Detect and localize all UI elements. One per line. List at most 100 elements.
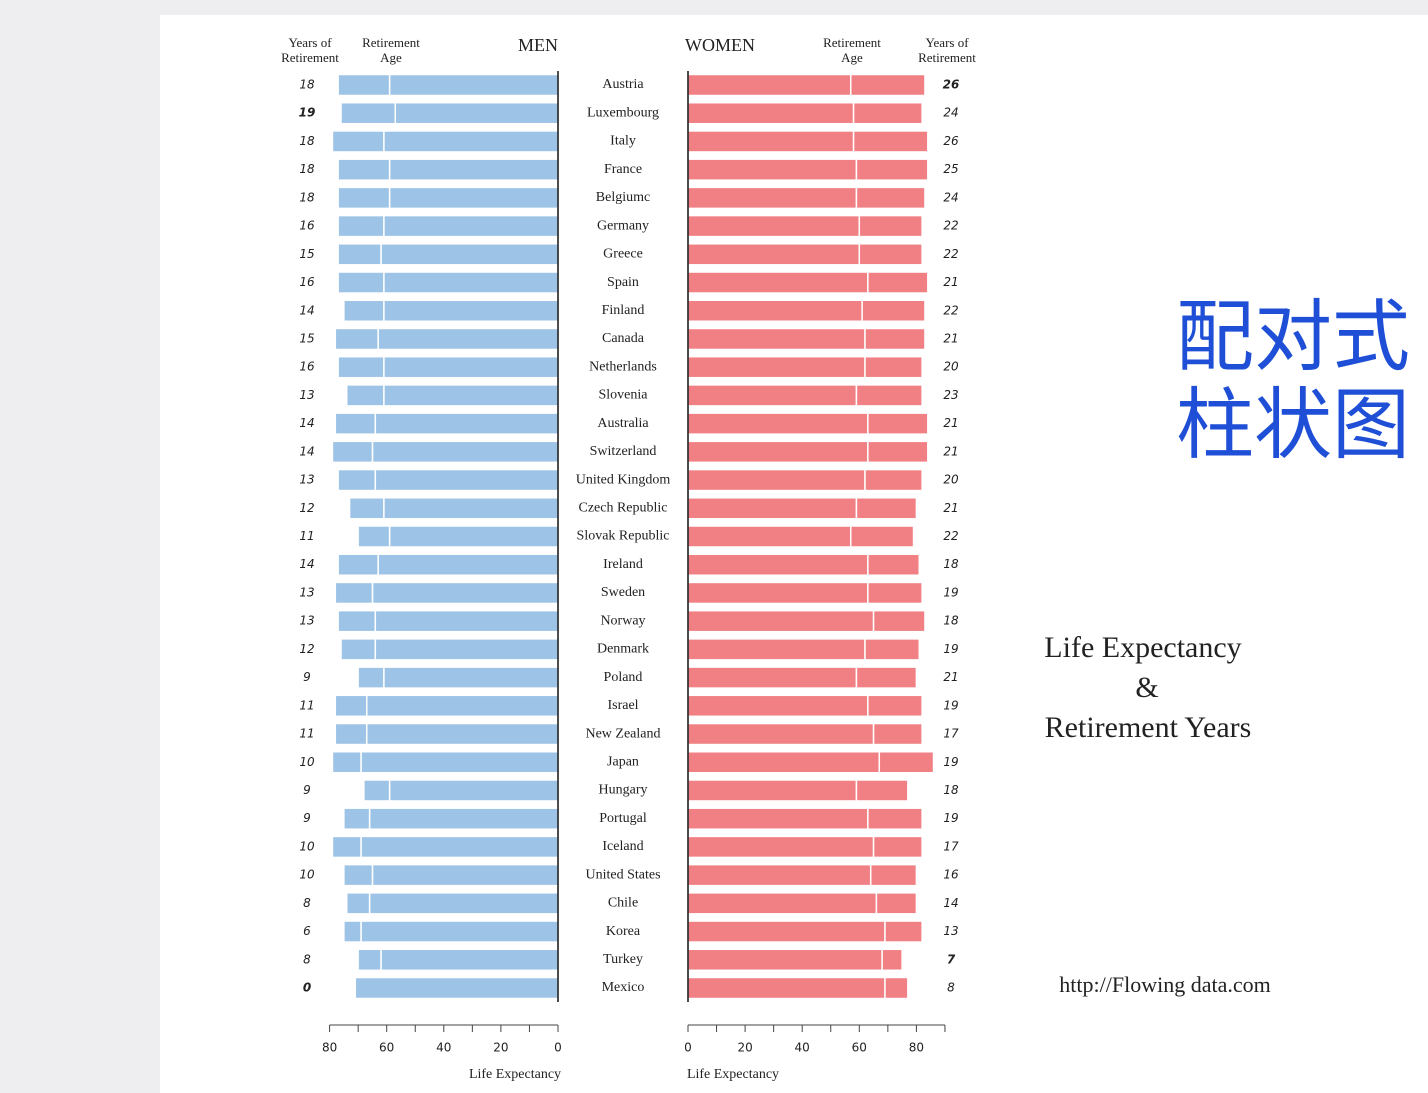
years-label: 9 — [303, 811, 311, 825]
retirement-years-bar — [867, 581, 923, 605]
retirement-age-bar — [687, 271, 869, 294]
column-header: Age — [841, 50, 863, 65]
years-label: 14 — [299, 303, 314, 317]
retirement-age-bar — [687, 101, 855, 125]
retirement-years-bar — [872, 835, 923, 859]
retirement-years-bar — [331, 130, 385, 153]
retirement-age-bar — [687, 581, 869, 605]
retirement-age-bar — [687, 609, 875, 633]
country-label: Italy — [610, 134, 636, 149]
retirement-age-bar — [360, 835, 559, 859]
retirement-years-bar — [337, 214, 385, 238]
years-label: 22 — [943, 247, 958, 261]
retirement-age-bar — [383, 271, 559, 294]
retirement-years-bar — [867, 271, 929, 294]
years-label: 26 — [943, 134, 959, 148]
retirement-age-bar — [687, 73, 852, 97]
slide-subtitle: Life Expectancy — [1044, 631, 1241, 664]
country-label: Czech Republic — [578, 501, 667, 516]
retirement-years-bar — [872, 722, 923, 746]
retirement-age-bar — [383, 299, 559, 322]
retirement-age-bar — [368, 892, 559, 915]
retirement-years-bar — [334, 722, 368, 746]
slide-title: 柱状图 — [1176, 380, 1410, 470]
slide-title: 配对式 — [1176, 292, 1410, 382]
retirement-years-bar — [337, 271, 385, 294]
years-label: 13 — [943, 924, 958, 938]
x-tick-label: 80 — [909, 1041, 924, 1055]
years-label: 10 — [299, 868, 315, 882]
retirement-years-bar — [864, 468, 923, 492]
retirement-age-bar — [687, 243, 861, 266]
years-label: 14 — [299, 416, 314, 430]
years-label: 15 — [299, 247, 314, 261]
years-label: 17 — [943, 839, 959, 853]
retirement-age-bar — [687, 186, 858, 210]
years-label: 18 — [943, 557, 959, 571]
retirement-years-bar — [340, 638, 377, 661]
years-label: 18 — [299, 134, 315, 148]
retirement-years-bar — [867, 412, 929, 435]
retirement-years-bar — [357, 948, 382, 972]
years-label: 18 — [299, 78, 315, 92]
years-label: 14 — [299, 444, 314, 458]
retirement-years-bar — [855, 186, 926, 210]
retirement-age-bar — [687, 722, 875, 746]
years-label: 16 — [299, 275, 315, 289]
years-label: 22 — [943, 303, 958, 317]
years-label: 18 — [299, 162, 315, 176]
retirement-years-bar — [334, 694, 368, 718]
column-header: Retirement — [918, 50, 976, 65]
retirement-years-bar — [881, 948, 903, 972]
years-label: 19 — [943, 811, 958, 825]
x-tick-label: 60 — [379, 1041, 394, 1055]
retirement-age-bar — [374, 609, 559, 633]
years-label: 13 — [299, 614, 314, 628]
years-label: 11 — [299, 727, 314, 741]
retirement-years-bar — [343, 807, 371, 830]
retirement-years-bar — [855, 666, 918, 689]
column-header: Retirement — [823, 35, 881, 50]
country-label: Slovak Republic — [577, 529, 670, 544]
years-label: 13 — [299, 388, 314, 402]
retirement-years-bar — [334, 327, 379, 351]
slide-subtitle: Retirement Years — [1045, 711, 1252, 744]
country-label: France — [604, 162, 642, 177]
country-label: Israel — [607, 698, 638, 713]
retirement-age-bar — [687, 299, 863, 322]
years-label: 13 — [299, 473, 314, 487]
retirement-age-bar — [687, 948, 883, 972]
retirement-age-bar — [371, 440, 559, 464]
years-label: 24 — [943, 106, 958, 120]
retirement-age-bar — [687, 327, 866, 351]
years-label: 21 — [943, 275, 958, 289]
retirement-years-bar — [340, 101, 397, 125]
retirement-years-bar — [337, 158, 391, 181]
retirement-age-bar — [687, 863, 872, 887]
retirement-years-bar — [331, 835, 362, 859]
country-label: Japan — [607, 754, 639, 769]
retirement-years-bar — [864, 638, 921, 661]
retirement-age-bar — [383, 666, 559, 689]
years-label: 18 — [943, 783, 959, 797]
column-header: Retirement — [281, 50, 339, 65]
years-label: 16 — [943, 868, 959, 882]
column-header: Retirement — [362, 35, 420, 50]
years-label: 19 — [943, 698, 958, 712]
years-label: 9 — [303, 783, 311, 797]
years-label: 19 — [943, 755, 958, 769]
retirement-age-bar — [380, 948, 559, 972]
retirement-age-bar — [383, 384, 559, 407]
retirement-years-bar — [869, 863, 918, 887]
country-label: New Zealand — [585, 726, 660, 741]
retirement-years-bar — [849, 525, 915, 548]
retirement-age-bar — [388, 158, 559, 181]
country-label: Mexico — [602, 980, 645, 995]
retirement-years-bar — [337, 73, 391, 97]
retirement-years-bar — [357, 666, 385, 689]
years-label: 22 — [943, 529, 958, 543]
years-label: 10 — [299, 755, 315, 769]
retirement-age-bar — [383, 497, 559, 520]
retirement-age-bar — [388, 73, 559, 97]
